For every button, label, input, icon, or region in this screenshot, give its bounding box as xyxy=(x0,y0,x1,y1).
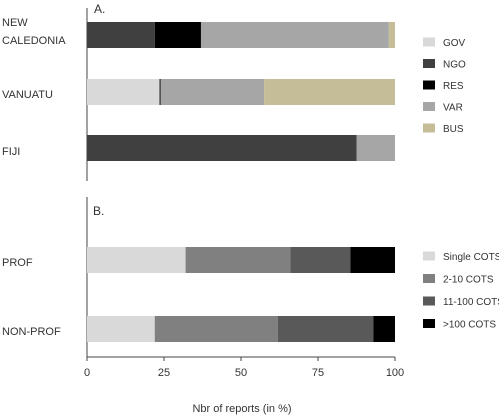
bar-vanuatu-var xyxy=(160,79,265,105)
bar-prof-single-cots xyxy=(87,247,186,273)
category-label-caledonia: CALEDONIA xyxy=(2,35,66,47)
legend-swatch-var xyxy=(423,102,435,111)
bar-new-caledonia-ngo xyxy=(87,22,155,48)
legend-label-2-10-cots: 2-10 COTS xyxy=(443,275,494,286)
x-tick-label-50: 50 xyxy=(235,367,247,379)
legend-label-bus: BUS xyxy=(443,124,464,135)
bar-vanuatu-ngo xyxy=(159,79,161,105)
bar-fiji-var xyxy=(356,135,395,161)
panel-b-chart: B. PROF NON-PROF Single COTS 2-10 COTS 11-100… xyxy=(2,197,499,415)
bar-new-caledonia-var xyxy=(200,22,389,48)
category-label-new: NEW xyxy=(2,17,28,29)
category-label-prof: PROF xyxy=(2,257,33,269)
category-label-vanuatu: VANUATU xyxy=(2,89,53,101)
panel-0-label: A. xyxy=(94,2,105,16)
x-tick-label-0: 0 xyxy=(84,367,90,379)
legend-label-gov: GOV xyxy=(443,38,466,49)
legend-swatch-res xyxy=(423,80,435,90)
category-label-fiji: FIJI xyxy=(2,146,20,158)
legend-label-res: RES xyxy=(443,81,464,92)
bar-non-prof-100-cots xyxy=(373,316,395,342)
bar-prof-2-10-cots xyxy=(185,247,291,273)
bar-vanuatu-gov xyxy=(87,79,160,105)
legend-swatch-2-10-cots xyxy=(423,274,435,283)
legend-swatch-single-cots xyxy=(423,251,435,261)
x-tick-label-25: 25 xyxy=(158,367,170,379)
x-tick-label-75: 75 xyxy=(312,367,324,379)
x-axis-title: Nbr of reports (in %) xyxy=(192,403,291,415)
panel-1-label: B. xyxy=(93,204,104,218)
legend-label-ngo: NGO xyxy=(443,60,466,71)
legend-label-11-100-cots: 11-100 COTS xyxy=(443,297,499,308)
legend-swatch-100-cots xyxy=(423,319,435,328)
category-label-non-prof: NON-PROF xyxy=(2,326,61,338)
bar-prof-11-100-cots xyxy=(290,247,351,273)
legend-label-100-cots: >100 COTS xyxy=(443,320,496,331)
legend-swatch-ngo xyxy=(423,59,435,68)
bar-non-prof-2-10-cots xyxy=(154,316,278,342)
legend-label-single-cots: Single COTS xyxy=(443,252,499,263)
legend-swatch-bus xyxy=(423,123,435,133)
bar-vanuatu-bus xyxy=(264,79,395,105)
legend-swatch-11-100-cots xyxy=(423,296,435,306)
legend-swatch-gov xyxy=(423,37,435,47)
panel-a-chart: A. NEW CALEDONIA VANUATU FIJI GOV NGO RES VAR BUS xyxy=(2,2,466,181)
bar-non-prof-11-100-cots xyxy=(277,316,374,342)
bar-new-caledonia-res xyxy=(154,22,201,48)
bar-non-prof-single-cots xyxy=(87,316,155,342)
bar-fiji-ngo xyxy=(87,135,357,161)
x-tick-label-100: 100 xyxy=(386,367,404,379)
bar-new-caledonia-bus xyxy=(388,22,395,48)
bar-prof-100-cots xyxy=(350,247,395,273)
legend-label-var: VAR xyxy=(443,103,463,114)
